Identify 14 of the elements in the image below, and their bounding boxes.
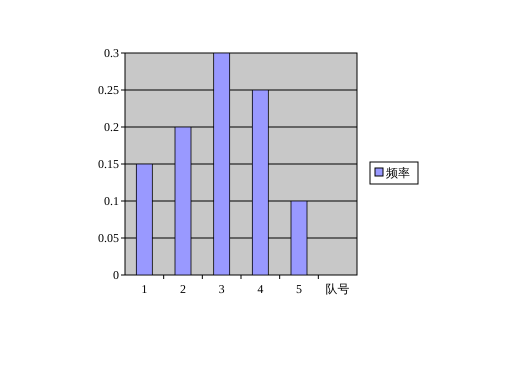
y-tick-label: 0.3 [104,46,119,60]
x-tick-label: 2 [180,282,186,296]
x-tick-label: 5 [296,282,302,296]
x-tick-label: 3 [218,282,225,296]
legend-label: 频率 [386,166,410,180]
x-tick-label: 4 [257,282,264,296]
x-tick-label: 1 [141,282,148,296]
y-tick-label: 0.15 [98,157,119,171]
y-tick-label: 0.25 [98,83,119,97]
y-tick-label: 0.05 [98,231,119,245]
x-axis-title: 队号 [326,282,350,296]
y-tick-label: 0.2 [104,120,119,134]
y-tick-label: 0.1 [104,194,119,208]
y-tick-label: 0 [113,268,119,282]
